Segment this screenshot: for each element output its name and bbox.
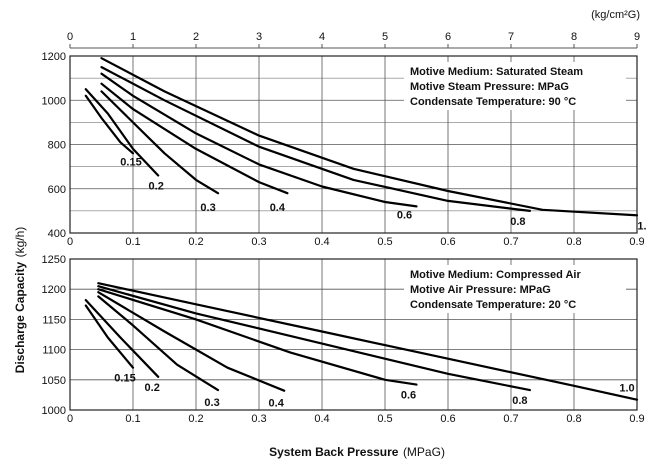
series-label: 0.6 xyxy=(397,209,412,221)
y-tick-label: 1200 xyxy=(42,284,66,296)
top-axis-tick-label: 2 xyxy=(193,31,199,43)
series-label: 0.2 xyxy=(145,382,160,394)
y-tick-label: 400 xyxy=(48,228,66,240)
top-axis-tick-label: 8 xyxy=(571,31,577,43)
top-axis-tick-label: 6 xyxy=(445,31,451,43)
series-line-0-15 xyxy=(84,304,135,369)
series-line-1-0 xyxy=(100,57,639,217)
y-tick-label: 600 xyxy=(48,184,66,196)
series-label: 0.4 xyxy=(269,398,285,410)
series-label: 0.3 xyxy=(200,202,215,214)
series-line-0-15 xyxy=(84,94,135,155)
x-tick-label: 0 xyxy=(67,413,73,425)
x-tick-label: 0.3 xyxy=(251,236,266,248)
series-line-0-2 xyxy=(84,299,160,378)
top-axis-tick-label: 9 xyxy=(634,31,640,43)
note-box xyxy=(404,62,626,110)
series-label: 0.4 xyxy=(270,202,286,214)
y-tick-label: 1250 xyxy=(42,254,66,266)
x-tick-label: 0.1 xyxy=(125,413,140,425)
series-label: 1.0 xyxy=(619,383,634,395)
series-line-0-3 xyxy=(100,90,220,195)
top-pressure-axis: 0 1 2 3 4 5 6 7 8 9 (kg/cm²G) xyxy=(67,9,640,49)
y-tick-label: 1150 xyxy=(42,314,66,326)
x-tick-label: 0.2 xyxy=(188,413,203,425)
x-tick-label: 0.7 xyxy=(503,413,518,425)
x-tick-label: 0.1 xyxy=(125,236,140,248)
x-tick-label: 0.5 xyxy=(377,236,392,248)
y-axis-title-text: Discharge Capacity xyxy=(13,262,27,374)
x-tick-label: 0.3 xyxy=(251,413,266,425)
x-axis-title-unit: (MPaG) xyxy=(403,445,445,459)
top-axis-tick-label: 4 xyxy=(319,31,325,43)
series-label: 0.8 xyxy=(512,395,527,407)
series-line-0-2 xyxy=(84,88,160,177)
top-axis-tick-label: 0 xyxy=(67,31,73,43)
series-line-1-0 xyxy=(97,282,639,401)
plot-frame xyxy=(69,258,638,411)
note-line: Motive Air Pressure: MPaG xyxy=(410,284,551,296)
series-label: 0.15 xyxy=(114,373,135,385)
top-axis-tick-label: 7 xyxy=(508,31,514,43)
note-line: Motive Steam Pressure: MPaG xyxy=(410,81,569,93)
series-line-0-8 xyxy=(100,66,531,212)
top-axis-tick-label: 5 xyxy=(382,31,388,43)
top-axis-tick-label: 3 xyxy=(256,31,262,43)
series-label: 1.0 xyxy=(637,220,647,232)
x-axis-title-text: System Back Pressure xyxy=(269,445,399,459)
steam-chart-panel: 0 0.1 0.2 0.3 0.4 0.5 0.6 0.7 0.8 0.9 400 600 800 100… xyxy=(42,51,647,248)
series-line-0-8 xyxy=(97,285,531,392)
series-line-0-4 xyxy=(100,82,289,195)
y-tick-label: 1000 xyxy=(42,405,66,417)
x-tick-label: 0.6 xyxy=(440,236,455,248)
top-axis-unit: (kg/cm²G) xyxy=(591,9,640,21)
series-label: 0.2 xyxy=(149,180,164,192)
x-tick-label: 0.9 xyxy=(629,236,644,248)
series-label: 0.3 xyxy=(204,397,219,409)
series-label: 0.6 xyxy=(401,390,416,402)
series-line-0-4 xyxy=(97,291,286,392)
note-line: Motive Medium: Compressed Air xyxy=(410,269,581,281)
y-tick-label: 1100 xyxy=(42,345,66,357)
series-label: 0.8 xyxy=(510,216,525,228)
series-label: 0.15 xyxy=(120,156,141,168)
x-tick-label: 0.7 xyxy=(503,236,518,248)
y-tick-label: 800 xyxy=(48,140,66,152)
y-tick-label: 1200 xyxy=(42,51,66,63)
x-tick-label: 0 xyxy=(67,236,73,248)
x-tick-label: 0.2 xyxy=(188,236,203,248)
x-tick-label: 0.4 xyxy=(314,236,329,248)
x-tick-label: 0.9 xyxy=(629,413,644,425)
x-axis-title: System Back Pressure (MPaG) xyxy=(269,443,445,460)
y-axis-title: Discharge Capacity (kg/h) xyxy=(11,227,28,374)
series-line-0-3 xyxy=(97,295,220,392)
series-line-0-6 xyxy=(97,288,418,386)
air-chart-panel: 0 0.1 0.2 0.3 0.4 0.5 0.6 0.7 0.8 0.9100010501100… xyxy=(42,254,645,425)
note-box xyxy=(404,265,626,313)
y-tick-label: 1050 xyxy=(42,375,66,387)
note-line: Condensate Temperature: 20 °C xyxy=(410,299,576,311)
x-tick-label: 0.5 xyxy=(377,413,392,425)
note-line: Motive Medium: Saturated Steam xyxy=(410,66,583,78)
x-tick-label: 0.4 xyxy=(314,413,329,425)
plot-frame xyxy=(69,55,638,234)
y-axis-title-unit: (kg/h) xyxy=(13,227,27,258)
x-tick-label: 0.8 xyxy=(566,236,581,248)
series-line-0-6 xyxy=(100,72,418,208)
top-axis-tick-label: 1 xyxy=(130,31,136,43)
note-line: Condensate Temperature: 90 °C xyxy=(410,96,576,108)
x-tick-label: 0.6 xyxy=(440,413,455,425)
x-tick-label: 0.8 xyxy=(566,413,581,425)
y-tick-label: 1000 xyxy=(42,95,66,107)
